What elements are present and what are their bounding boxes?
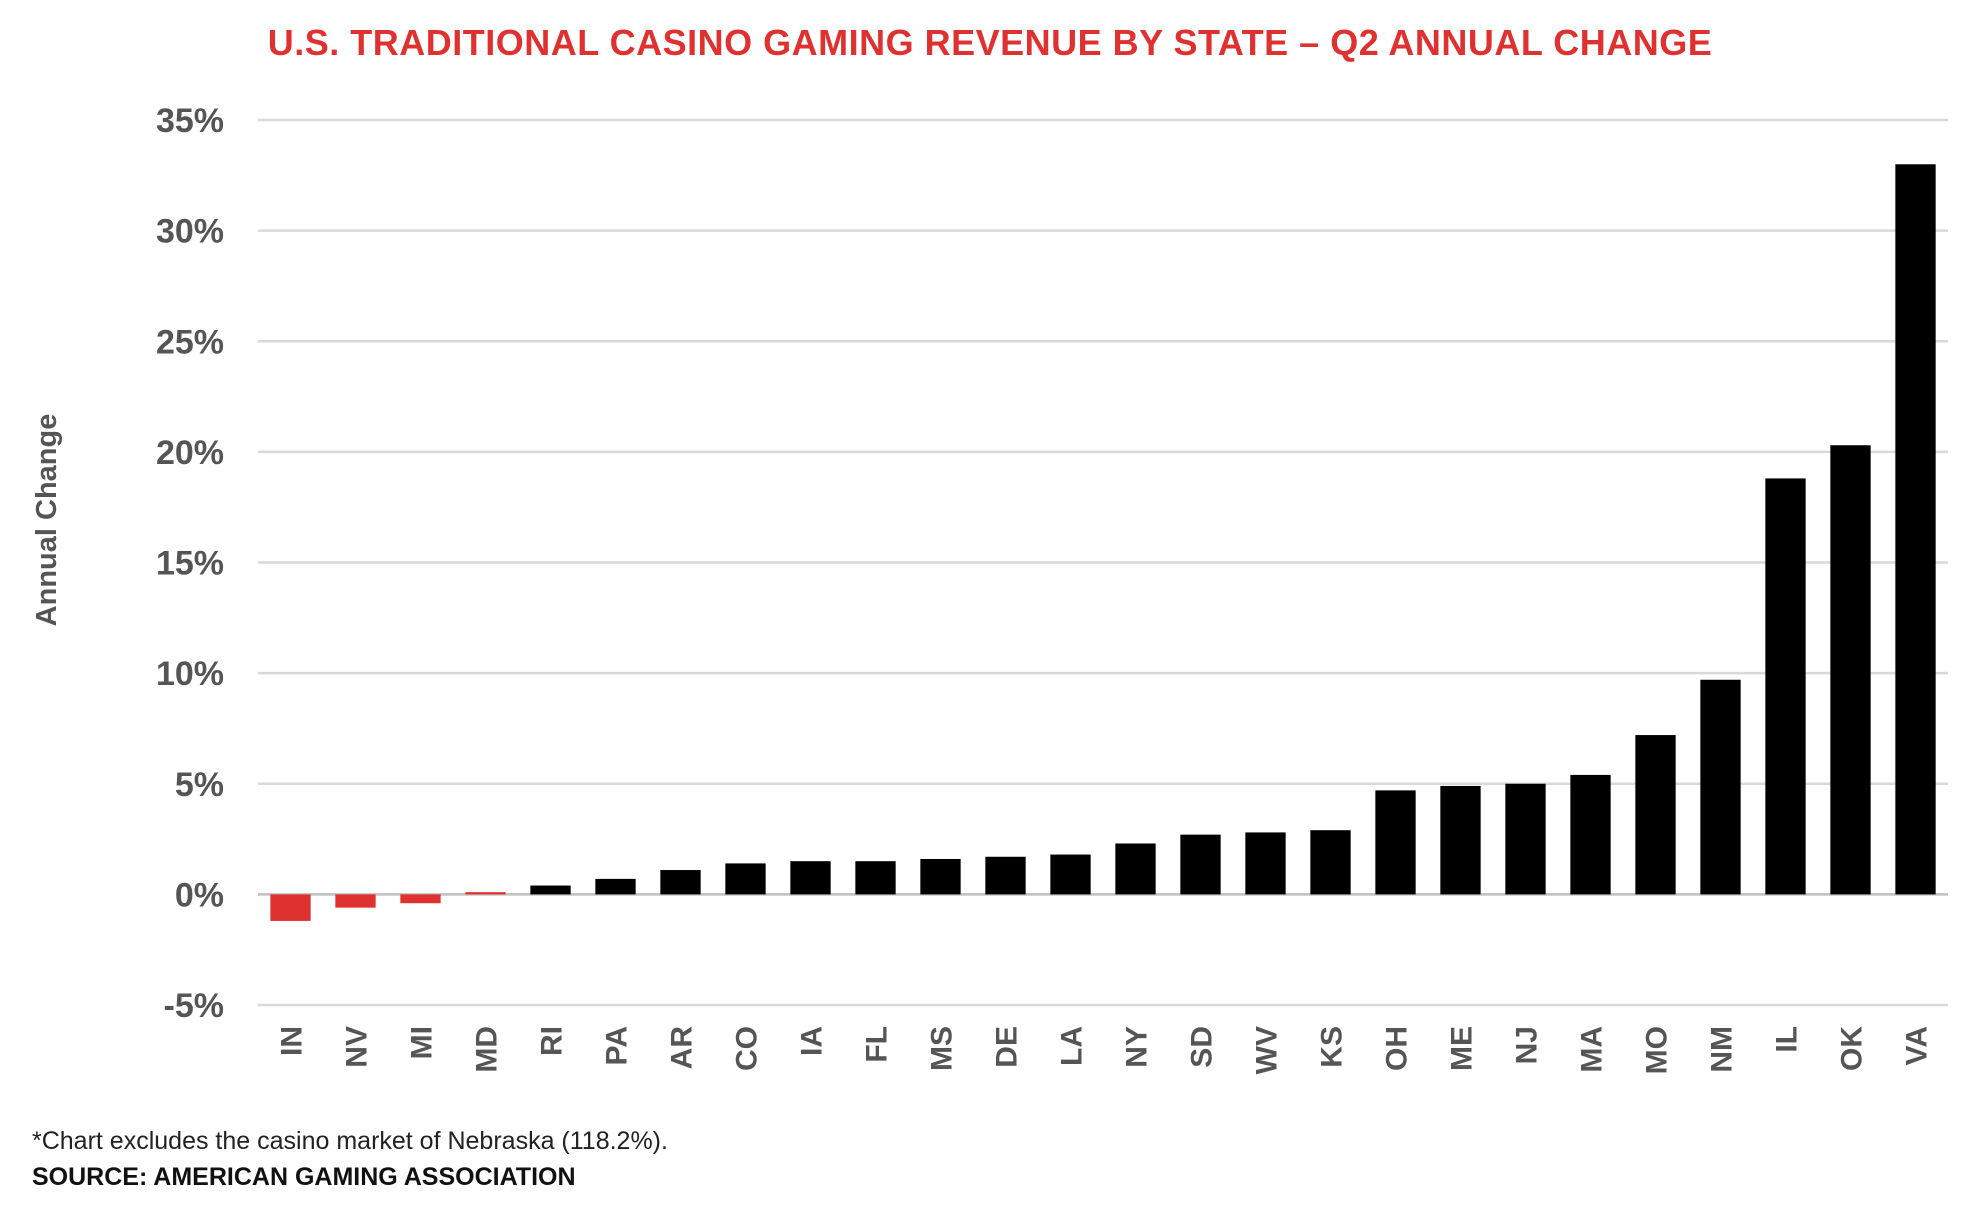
- x-tick-label: NV: [341, 1026, 374, 1068]
- x-tick-label: OK: [1836, 1026, 1869, 1071]
- bar-me: [1440, 785, 1481, 895]
- bar-nj: [1505, 783, 1546, 895]
- bar-ri: [530, 885, 571, 895]
- x-tick-label: NM: [1706, 1026, 1739, 1073]
- bar-md: [465, 892, 506, 895]
- bar-ia: [790, 861, 831, 895]
- x-tick-label: MS: [926, 1026, 959, 1071]
- bar-ok: [1830, 445, 1871, 895]
- bar-oh: [1375, 790, 1416, 895]
- bar-mo: [1635, 735, 1676, 895]
- y-tick-label: 5%: [175, 766, 224, 804]
- x-tick-label: KS: [1316, 1026, 1349, 1068]
- y-tick-label: 25%: [156, 323, 224, 361]
- x-tick-label: LA: [1056, 1026, 1089, 1066]
- x-tick-label: DE: [991, 1026, 1024, 1068]
- bar-ms: [920, 858, 961, 895]
- y-tick-label: 10%: [156, 655, 224, 693]
- bar-ks: [1310, 830, 1351, 895]
- x-tick-label: FL: [861, 1026, 894, 1063]
- x-tick-label: ME: [1446, 1026, 1479, 1071]
- x-tick-label: IN: [276, 1026, 309, 1056]
- x-tick-label: SD: [1186, 1026, 1219, 1068]
- x-tick-label: NJ: [1511, 1026, 1544, 1064]
- bar-il: [1765, 478, 1806, 895]
- bar-de: [985, 856, 1026, 895]
- x-tick-label: MA: [1576, 1026, 1609, 1073]
- y-tick-label: 20%: [156, 434, 224, 472]
- source-credit: SOURCE: AMERICAN GAMING ASSOCIATION: [32, 1163, 576, 1191]
- bar-la: [1050, 854, 1091, 895]
- bar-sd: [1180, 834, 1221, 895]
- x-tick-label: WV: [1251, 1026, 1284, 1074]
- gridlines: [258, 118, 1948, 1007]
- footnote: *Chart excludes the casino market of Neb…: [32, 1127, 668, 1155]
- x-tick-label: MI: [406, 1026, 439, 1059]
- bar-fl: [855, 861, 896, 895]
- bar-va: [1895, 164, 1936, 895]
- x-tick-label: CO: [731, 1026, 764, 1071]
- y-axis-title: Annual Change: [31, 414, 63, 627]
- bar-ma: [1570, 774, 1611, 895]
- bar-mi: [400, 894, 441, 904]
- y-tick-label: -5%: [164, 987, 224, 1025]
- y-axis-ticks: 35% 30% 25% 20% 15% 10% 5% 0% -5%: [156, 102, 224, 1025]
- x-tick-label: PA: [601, 1026, 634, 1065]
- x-tick-label: IL: [1771, 1026, 1804, 1053]
- x-tick-label: NY: [1121, 1026, 1154, 1068]
- bar-in: [270, 894, 311, 921]
- y-tick-label: 0%: [175, 876, 224, 914]
- bar-co: [725, 863, 766, 895]
- bars: [270, 164, 1936, 921]
- bar-nv: [335, 894, 376, 908]
- chart-title: U.S. TRADITIONAL CASINO GAMING REVENUE B…: [267, 22, 1713, 63]
- y-tick-label: 35%: [156, 102, 224, 140]
- bar-wv: [1245, 832, 1286, 895]
- x-axis-labels: IN NV MI MD RI PA AR CO IA FL MS DE LA NY SD WV KS OH ME NJ…: [276, 1026, 1934, 1075]
- x-tick-label: AR: [666, 1026, 699, 1070]
- bar-nm: [1700, 679, 1741, 895]
- x-tick-label: VA: [1901, 1026, 1934, 1065]
- bar-pa: [595, 878, 636, 895]
- bar-ar: [660, 870, 701, 895]
- x-tick-label: OH: [1381, 1026, 1414, 1071]
- bar-ny: [1115, 843, 1156, 895]
- x-tick-label: RI: [536, 1026, 569, 1056]
- y-tick-label: 15%: [156, 545, 224, 583]
- y-tick-label: 30%: [156, 213, 224, 251]
- x-tick-label: MD: [471, 1026, 504, 1073]
- x-tick-label: IA: [796, 1026, 829, 1056]
- x-tick-label: MO: [1641, 1026, 1674, 1074]
